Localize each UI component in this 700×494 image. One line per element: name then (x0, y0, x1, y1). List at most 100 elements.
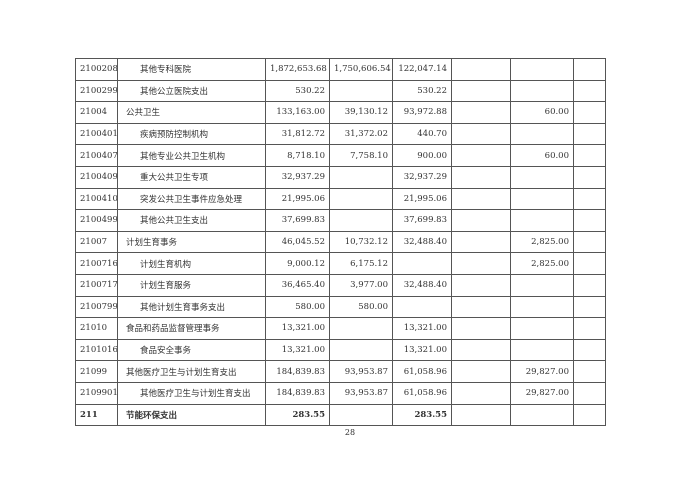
amount-cell: 21,995.06 (265, 187, 330, 211)
amount-cell: 32,937.29 (392, 165, 452, 189)
subject-name: 其他专业公共卫生机构 (117, 144, 266, 167)
amount-cell (510, 403, 574, 427)
subject-code: 2100716 (75, 252, 118, 275)
amount-cell: 8,718.10 (265, 144, 330, 167)
amount-cell (573, 403, 606, 427)
subject-name: 其他医疗卫生与计划生育支出 (117, 360, 266, 383)
subject-name: 计划生育服务 (117, 273, 266, 297)
amount-cell: 7,758.10 (329, 144, 393, 167)
amount-cell: 580.00 (329, 295, 393, 319)
amount-cell (451, 273, 511, 297)
subject-code: 2100499 (75, 209, 118, 232)
amount-cell: 2,825.00 (510, 252, 574, 275)
amount-cell (573, 252, 606, 275)
amount-cell: 46,045.52 (265, 230, 330, 254)
subject-name: 食品和药品监督管理事务 (117, 317, 266, 340)
amount-cell (510, 338, 574, 362)
table-row: 2100208 其他专科医院 1,872,653.68 1,750,606.54 122… (75, 58, 606, 81)
amount-cell (510, 317, 574, 340)
subject-name: 食品安全事务 (117, 338, 266, 362)
amount-cell (510, 209, 574, 232)
table-row: 2101016 食品安全事务 13,321.00 13,321.00 (75, 338, 606, 362)
amount-cell (451, 295, 511, 319)
amount-cell: 900.00 (392, 144, 452, 167)
subject-name: 计划生育事务 (117, 230, 266, 254)
amount-cell (392, 295, 452, 319)
amount-cell: 36,465.40 (265, 273, 330, 297)
amount-cell: 184,839.83 (265, 381, 330, 405)
subject-name: 其他公立医院支出 (117, 79, 266, 103)
amount-cell (573, 209, 606, 232)
subject-code: 21010 (75, 317, 118, 340)
amount-cell (329, 209, 393, 232)
page-number: 28 (344, 428, 356, 437)
amount-cell (573, 338, 606, 362)
subject-code: 21007 (75, 230, 118, 254)
amount-cell (510, 165, 574, 189)
table-row: 2109901 其他医疗卫生与计划生育支出 184,839.83 93,953.87 6… (75, 381, 606, 405)
amount-cell (451, 209, 511, 232)
amount-cell (392, 252, 452, 275)
amount-cell (573, 295, 606, 319)
amount-cell: 530.22 (392, 79, 452, 103)
subject-code: 2100208 (75, 58, 118, 81)
amount-cell: 3,977.00 (329, 273, 393, 297)
amount-cell: 61,058.96 (392, 381, 452, 405)
table-row: 2100717 计划生育服务 36,465.40 3,977.00 32,488.40 (75, 273, 606, 297)
amount-cell (510, 187, 574, 211)
amount-cell (573, 122, 606, 146)
table-row: 2100409 重大公共卫生专项 32,937.29 32,937.29 (75, 165, 606, 189)
table-row: 2100716 计划生育机构 9,000.12 6,175.12 2,825.00 (75, 252, 606, 275)
subject-code: 211 (75, 403, 118, 427)
amount-cell: 9,000.12 (265, 252, 330, 275)
amount-cell: 13,321.00 (265, 317, 330, 340)
amount-cell: 1,872,653.68 (265, 58, 330, 81)
subject-code: 2100299 (75, 79, 118, 103)
table-row: 2100407 其他专业公共卫生机构 8,718.10 7,758.10 900.00 6… (75, 144, 606, 167)
amount-cell: 31,372.02 (329, 122, 393, 146)
amount-cell (573, 144, 606, 167)
amount-cell: 32,488.40 (392, 230, 452, 254)
amount-cell: 133,163.00 (265, 101, 330, 124)
amount-cell: 60.00 (510, 144, 574, 167)
table-row: 2100401 疾病预防控制机构 31,812.72 31,372.02 440.70 (75, 122, 606, 146)
amount-cell (329, 187, 393, 211)
amount-cell (451, 360, 511, 383)
amount-cell (573, 187, 606, 211)
amount-cell (573, 317, 606, 340)
amount-cell (573, 79, 606, 103)
amount-cell: 122,047.14 (392, 58, 452, 81)
amount-cell: 13,321.00 (392, 338, 452, 362)
subject-code: 2100409 (75, 165, 118, 189)
amount-cell: 13,321.00 (392, 317, 452, 340)
amount-cell (451, 144, 511, 167)
subject-name: 其他计划生育事务支出 (117, 295, 266, 319)
table-row: 21004 公共卫生 133,163.00 39,130.12 93,972.88 60.… (75, 101, 606, 124)
subject-name: 重大公共卫生专项 (117, 165, 266, 189)
subject-code: 21099 (75, 360, 118, 383)
subject-code: 2100717 (75, 273, 118, 297)
amount-cell: 13,321.00 (265, 338, 330, 362)
amount-cell (451, 317, 511, 340)
table-row: 2100299 其他公立医院支出 530.22 530.22 (75, 79, 606, 103)
subject-name: 公共卫生 (117, 101, 266, 124)
amount-cell: 93,953.87 (329, 381, 393, 405)
amount-cell: 37,699.83 (265, 209, 330, 232)
subject-name: 节能环保支出 (117, 403, 266, 427)
amount-cell: 29,827.00 (510, 360, 574, 383)
subject-code: 2109901 (75, 381, 118, 405)
amount-cell: 37,699.83 (392, 209, 452, 232)
amount-cell (451, 252, 511, 275)
amount-cell: 93,953.87 (329, 360, 393, 383)
amount-cell: 21,995.06 (392, 187, 452, 211)
amount-cell: 530.22 (265, 79, 330, 103)
amount-cell (510, 58, 574, 81)
subject-name: 其他专科医院 (117, 58, 266, 81)
amount-cell (573, 101, 606, 124)
subject-code: 2100410 (75, 187, 118, 211)
amount-cell (329, 338, 393, 362)
subject-name: 其他医疗卫生与计划生育支出 (117, 381, 266, 405)
subject-code: 2100407 (75, 144, 118, 167)
amount-cell: 31,812.72 (265, 122, 330, 146)
amount-cell: 61,058.96 (392, 360, 452, 383)
